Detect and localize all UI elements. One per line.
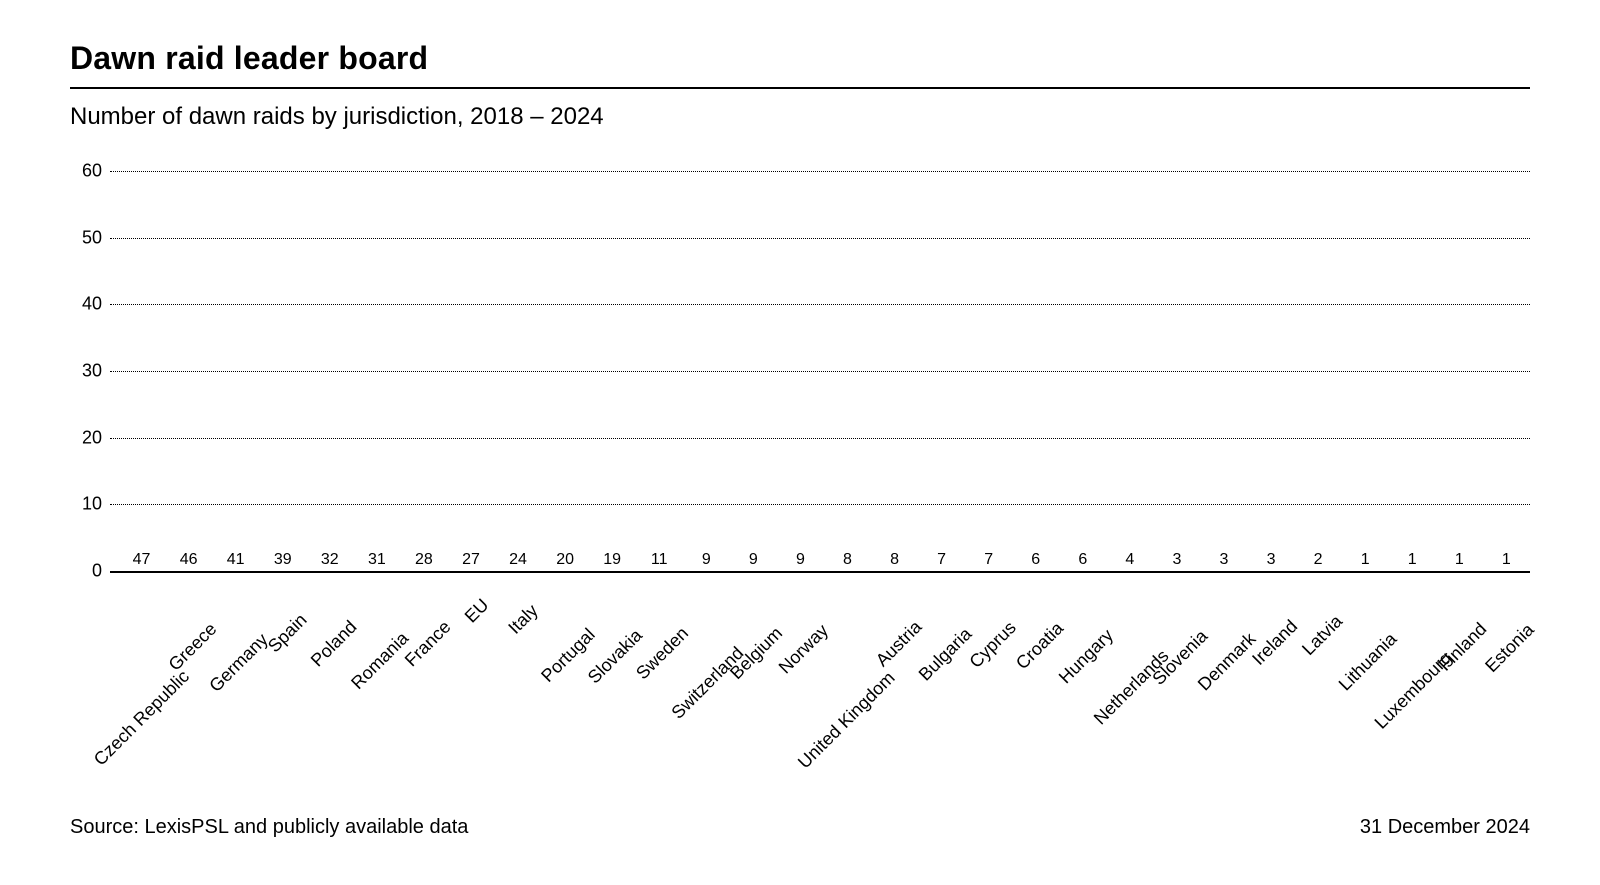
bar-value-label: 9 xyxy=(796,551,805,571)
page: Dawn raid leader board Number of dawn ra… xyxy=(0,0,1600,885)
bar-value-label: 1 xyxy=(1455,551,1464,571)
bar-value-label: 46 xyxy=(180,551,198,571)
x-label-slot: Ireland xyxy=(1248,571,1295,761)
chart-footer: Source: LexisPSL and publicly available … xyxy=(70,816,1530,839)
bar-value-label: 19 xyxy=(603,551,621,571)
x-label-slot: Czech Republic xyxy=(118,571,165,761)
bar-value-label: 20 xyxy=(556,551,574,571)
x-label-slot: Portugal xyxy=(542,571,589,761)
source-label: Source: LexisPSL and publicly available … xyxy=(70,816,468,839)
bar-value-label: 3 xyxy=(1220,551,1229,571)
x-label-slot: Switzerland xyxy=(683,571,730,761)
x-tick-label: Estonia xyxy=(1524,577,1581,634)
x-label-slot: France xyxy=(400,571,447,761)
bar-value-label: 9 xyxy=(702,551,711,571)
bar-chart: 0102030405060 47464139323128272420191199… xyxy=(110,171,1530,571)
x-label-slot: Greece xyxy=(165,571,212,761)
x-label-slot: Cyprus xyxy=(965,571,1012,761)
y-tick-label: 0 xyxy=(92,561,110,582)
x-label-slot: Romania xyxy=(353,571,400,761)
bar-value-label: 47 xyxy=(133,551,151,571)
chart-subtitle: Number of dawn raids by jurisdiction, 20… xyxy=(70,103,1530,131)
x-label-slot: Italy xyxy=(495,571,542,761)
bar-value-label: 27 xyxy=(462,551,480,571)
bar-value-label: 7 xyxy=(984,551,993,571)
y-tick-label: 60 xyxy=(82,161,110,182)
x-label-slot: Luxembourg xyxy=(1389,571,1436,761)
y-tick-label: 20 xyxy=(82,427,110,448)
x-label-slot: Germany xyxy=(212,571,259,761)
y-tick-label: 50 xyxy=(82,227,110,248)
bar-value-label: 32 xyxy=(321,551,339,571)
bar-value-label: 28 xyxy=(415,551,433,571)
y-tick-label: 30 xyxy=(82,361,110,382)
bar-value-label: 3 xyxy=(1267,551,1276,571)
x-label-slot: Bulgaria xyxy=(918,571,965,761)
x-label-slot: EU xyxy=(447,571,494,761)
x-label-slot: Austria xyxy=(871,571,918,761)
x-label-slot: Slovenia xyxy=(1153,571,1200,761)
bar-value-label: 2 xyxy=(1314,551,1323,571)
date-label: 31 December 2024 xyxy=(1360,816,1530,839)
chart-container: 0102030405060 47464139323128272420191199… xyxy=(70,171,1530,761)
bar-value-label: 39 xyxy=(274,551,292,571)
bar-value-label: 1 xyxy=(1408,551,1417,571)
bars-group: 4746413932312827242019119998877664333211… xyxy=(118,171,1530,571)
bar-value-label: 1 xyxy=(1361,551,1370,571)
bar-value-label: 9 xyxy=(749,551,758,571)
bar-value-label: 8 xyxy=(890,551,899,571)
bar-value-label: 3 xyxy=(1172,551,1181,571)
bar-value-label: 6 xyxy=(1031,551,1040,571)
bar-value-label: 4 xyxy=(1125,551,1134,571)
x-label-slot: United Kingdom xyxy=(824,571,871,761)
chart-title: Dawn raid leader board xyxy=(70,40,1530,77)
x-label-slot: Sweden xyxy=(636,571,683,761)
x-label-slot: Denmark xyxy=(1200,571,1247,761)
bar-value-label: 6 xyxy=(1078,551,1087,571)
x-label-slot: Estonia xyxy=(1483,571,1530,761)
y-tick-label: 10 xyxy=(82,494,110,515)
x-axis-labels: Czech RepublicGreeceGermanySpainPolandRo… xyxy=(118,571,1530,761)
bar-value-label: 11 xyxy=(651,551,668,571)
x-label-slot: Norway xyxy=(777,571,824,761)
x-label-slot: Belgium xyxy=(730,571,777,761)
x-label-slot: Spain xyxy=(259,571,306,761)
bar-value-label: 31 xyxy=(368,551,386,571)
x-label-slot: Poland xyxy=(306,571,353,761)
bar-value-label: 8 xyxy=(843,551,852,571)
x-label-slot: Lithuania xyxy=(1342,571,1389,761)
bar-value-label: 7 xyxy=(937,551,946,571)
bar-value-label: 24 xyxy=(509,551,527,571)
bar-value-label: 1 xyxy=(1502,551,1511,571)
x-label-slot: Latvia xyxy=(1295,571,1342,761)
x-label-slot: Croatia xyxy=(1012,571,1059,761)
x-label-slot: Finland xyxy=(1436,571,1483,761)
y-tick-label: 40 xyxy=(82,294,110,315)
bar-value-label: 41 xyxy=(227,551,245,571)
x-label-slot: Netherlands xyxy=(1106,571,1153,761)
x-label-slot: Hungary xyxy=(1059,571,1106,761)
x-label-slot: Slovakia xyxy=(589,571,636,761)
title-rule xyxy=(70,87,1530,89)
